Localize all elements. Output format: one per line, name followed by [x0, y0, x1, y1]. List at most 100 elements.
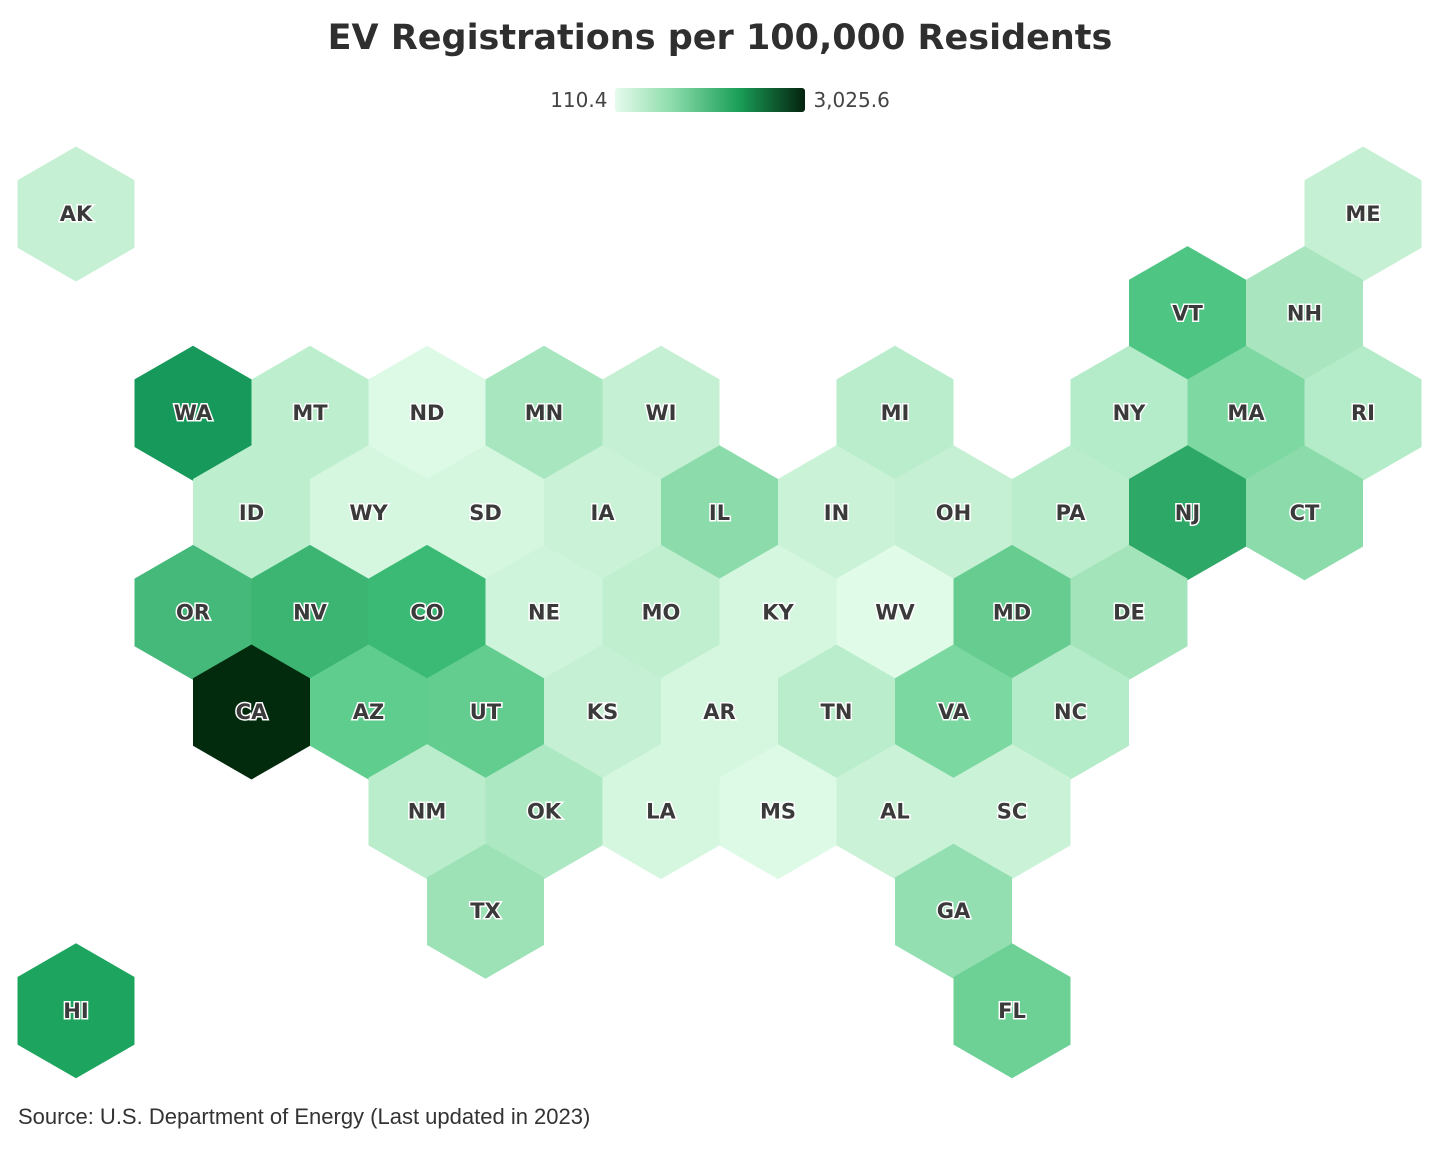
- hex-shape[interactable]: [368, 544, 486, 680]
- hex-shape[interactable]: [895, 445, 1012, 581]
- state-hex-ut[interactable]: UT: [427, 644, 544, 780]
- hex-shape[interactable]: [1070, 345, 1188, 481]
- state-hex-ga[interactable]: GA: [895, 843, 1012, 979]
- hex-shape[interactable]: [310, 445, 427, 581]
- hex-shape[interactable]: [485, 345, 603, 481]
- hex-shape[interactable]: [427, 445, 544, 581]
- hex-shape[interactable]: [953, 544, 1071, 680]
- state-hex-sc[interactable]: SC: [953, 744, 1071, 880]
- state-hex-oh[interactable]: OH: [895, 445, 1012, 581]
- hex-shape[interactable]: [1070, 544, 1188, 680]
- state-hex-mo[interactable]: MO: [602, 544, 720, 680]
- state-hex-nv[interactable]: NV: [251, 544, 369, 680]
- hex-shape[interactable]: [836, 544, 954, 680]
- state-hex-la[interactable]: LA: [602, 744, 720, 880]
- state-hex-ma[interactable]: MA: [1187, 345, 1305, 481]
- state-hex-mn[interactable]: MN: [485, 345, 603, 481]
- hex-shape[interactable]: [602, 544, 720, 680]
- state-hex-ak[interactable]: AK: [17, 146, 135, 282]
- hex-shape[interactable]: [1246, 246, 1363, 382]
- state-hex-ct[interactable]: CT: [1246, 445, 1363, 581]
- hex-shape[interactable]: [1012, 445, 1129, 581]
- state-hex-tn[interactable]: TN: [778, 644, 895, 780]
- state-hex-ar[interactable]: AR: [661, 644, 778, 780]
- state-hex-sd[interactable]: SD: [427, 445, 544, 581]
- hex-shape[interactable]: [485, 544, 603, 680]
- hex-shape[interactable]: [719, 544, 837, 680]
- hex-shape[interactable]: [368, 345, 486, 481]
- hex-shape[interactable]: [1129, 445, 1246, 581]
- hex-shape[interactable]: [1187, 345, 1305, 481]
- hex-shape[interactable]: [836, 744, 954, 880]
- hex-shape[interactable]: [134, 345, 252, 481]
- state-hex-ne[interactable]: NE: [485, 544, 603, 680]
- hex-shape[interactable]: [17, 943, 135, 1079]
- hex-shape[interactable]: [1129, 246, 1246, 382]
- hex-shape[interactable]: [310, 644, 427, 780]
- state-hex-ia[interactable]: IA: [544, 445, 661, 581]
- state-hex-in[interactable]: IN: [778, 445, 895, 581]
- hex-shape[interactable]: [251, 544, 369, 680]
- hex-shape[interactable]: [953, 744, 1071, 880]
- state-hex-ny[interactable]: NY: [1070, 345, 1188, 481]
- state-hex-mi[interactable]: MI: [836, 345, 954, 481]
- hex-shape[interactable]: [778, 644, 895, 780]
- hex-shape[interactable]: [602, 345, 720, 481]
- hex-shape[interactable]: [485, 744, 603, 880]
- hex-shape[interactable]: [251, 345, 369, 481]
- hex-shape[interactable]: [134, 544, 252, 680]
- hex-shape[interactable]: [368, 744, 486, 880]
- hex-shape[interactable]: [719, 744, 837, 880]
- state-hex-il[interactable]: IL: [661, 445, 778, 581]
- state-hex-nc[interactable]: NC: [1012, 644, 1129, 780]
- state-hex-md[interactable]: MD: [953, 544, 1071, 680]
- state-hex-nh[interactable]: NH: [1246, 246, 1363, 382]
- state-hex-or[interactable]: OR: [134, 544, 252, 680]
- state-hex-ky[interactable]: KY: [719, 544, 837, 680]
- state-hex-ms[interactable]: MS: [719, 744, 837, 880]
- state-hex-co[interactable]: CO: [368, 544, 486, 680]
- hex-shape[interactable]: [427, 644, 544, 780]
- hex-shape[interactable]: [1246, 445, 1363, 581]
- state-hex-vt[interactable]: VT: [1129, 246, 1246, 382]
- state-hex-id[interactable]: ID: [193, 445, 310, 581]
- state-hex-tx[interactable]: TX: [427, 843, 544, 979]
- state-hex-az[interactable]: AZ: [310, 644, 427, 780]
- hex-shape[interactable]: [193, 445, 310, 581]
- state-hex-wi[interactable]: WI: [602, 345, 720, 481]
- state-hex-wv[interactable]: WV: [836, 544, 954, 680]
- hex-shape[interactable]: [1304, 345, 1422, 481]
- state-hex-nj[interactable]: NJ: [1129, 445, 1246, 581]
- hex-shape[interactable]: [661, 644, 778, 780]
- state-hex-ri[interactable]: RI: [1304, 345, 1422, 481]
- state-hex-ok[interactable]: OK: [485, 744, 603, 880]
- state-hex-hi[interactable]: HI: [17, 943, 135, 1079]
- hex-shape[interactable]: [602, 744, 720, 880]
- hex-shape[interactable]: [778, 445, 895, 581]
- hex-shape[interactable]: [1012, 644, 1129, 780]
- state-hex-mt[interactable]: MT: [251, 345, 369, 481]
- state-hex-pa[interactable]: PA: [1012, 445, 1129, 581]
- hex-shape[interactable]: [895, 644, 1012, 780]
- state-hex-wy[interactable]: WY: [310, 445, 427, 581]
- state-hex-al[interactable]: AL: [836, 744, 954, 880]
- state-hex-nd[interactable]: ND: [368, 345, 486, 481]
- hex-shape[interactable]: [953, 943, 1071, 1079]
- hex-shape[interactable]: [895, 843, 1012, 979]
- hex-shape[interactable]: [193, 644, 310, 780]
- hex-shape[interactable]: [661, 445, 778, 581]
- hex-shape[interactable]: [544, 445, 661, 581]
- state-hex-ca[interactable]: CA: [193, 644, 310, 780]
- state-hex-de[interactable]: DE: [1070, 544, 1188, 680]
- state-hex-me[interactable]: ME: [1304, 146, 1422, 282]
- state-hex-nm[interactable]: NM: [368, 744, 486, 880]
- state-hex-ks[interactable]: KS: [544, 644, 661, 780]
- hex-shape[interactable]: [544, 644, 661, 780]
- hex-shape[interactable]: [836, 345, 954, 481]
- state-hex-wa[interactable]: WA: [134, 345, 252, 481]
- hex-shape[interactable]: [1304, 146, 1422, 282]
- hex-shape[interactable]: [427, 843, 544, 979]
- hex-shape[interactable]: [17, 146, 135, 282]
- state-hex-va[interactable]: VA: [895, 644, 1012, 780]
- state-hex-fl[interactable]: FL: [953, 943, 1071, 1079]
